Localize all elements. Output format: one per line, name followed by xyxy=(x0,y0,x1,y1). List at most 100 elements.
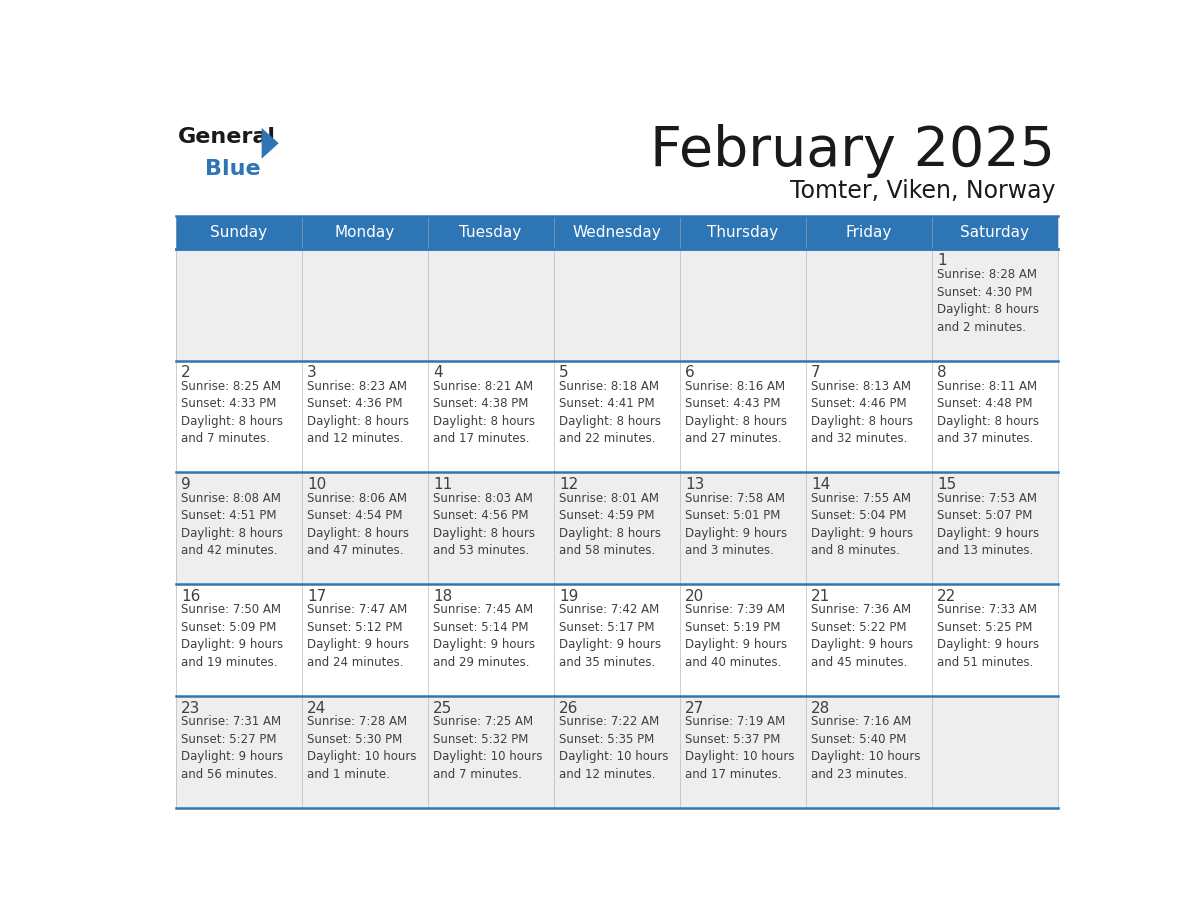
Text: Sunrise: 7:45 AM
Sunset: 5:14 PM
Daylight: 9 hours
and 29 minutes.: Sunrise: 7:45 AM Sunset: 5:14 PM Dayligh… xyxy=(434,603,535,669)
Text: 5: 5 xyxy=(560,365,569,380)
Text: 8: 8 xyxy=(937,365,947,380)
Bar xyxy=(931,584,1057,696)
Text: Sunrise: 8:11 AM
Sunset: 4:48 PM
Daylight: 8 hours
and 37 minutes.: Sunrise: 8:11 AM Sunset: 4:48 PM Dayligh… xyxy=(937,380,1040,445)
Bar xyxy=(805,361,931,473)
Text: Sunrise: 7:53 AM
Sunset: 5:07 PM
Daylight: 9 hours
and 13 minutes.: Sunrise: 7:53 AM Sunset: 5:07 PM Dayligh… xyxy=(937,492,1040,557)
Bar xyxy=(680,249,805,361)
Text: February 2025: February 2025 xyxy=(650,124,1055,178)
Text: 12: 12 xyxy=(560,477,579,492)
Bar xyxy=(680,217,805,249)
Text: Blue: Blue xyxy=(206,160,260,179)
Bar xyxy=(554,217,680,249)
Text: Sunrise: 8:21 AM
Sunset: 4:38 PM
Daylight: 8 hours
and 17 minutes.: Sunrise: 8:21 AM Sunset: 4:38 PM Dayligh… xyxy=(434,380,535,445)
Text: Sunrise: 8:03 AM
Sunset: 4:56 PM
Daylight: 8 hours
and 53 minutes.: Sunrise: 8:03 AM Sunset: 4:56 PM Dayligh… xyxy=(434,492,535,557)
Bar xyxy=(554,584,680,696)
Bar xyxy=(805,584,931,696)
Text: Sunrise: 7:50 AM
Sunset: 5:09 PM
Daylight: 9 hours
and 19 minutes.: Sunrise: 7:50 AM Sunset: 5:09 PM Dayligh… xyxy=(181,603,283,669)
Bar xyxy=(805,249,931,361)
Bar xyxy=(428,584,554,696)
Text: 27: 27 xyxy=(685,700,704,716)
Bar xyxy=(428,217,554,249)
Text: Sunrise: 7:33 AM
Sunset: 5:25 PM
Daylight: 9 hours
and 51 minutes.: Sunrise: 7:33 AM Sunset: 5:25 PM Dayligh… xyxy=(937,603,1040,669)
Bar xyxy=(805,217,931,249)
Text: 9: 9 xyxy=(181,477,191,492)
Bar xyxy=(680,696,805,808)
Text: Sunrise: 7:47 AM
Sunset: 5:12 PM
Daylight: 9 hours
and 24 minutes.: Sunrise: 7:47 AM Sunset: 5:12 PM Dayligh… xyxy=(307,603,409,669)
Bar xyxy=(302,361,428,473)
Text: Tuesday: Tuesday xyxy=(460,225,522,241)
Text: Sunrise: 7:28 AM
Sunset: 5:30 PM
Daylight: 10 hours
and 1 minute.: Sunrise: 7:28 AM Sunset: 5:30 PM Dayligh… xyxy=(307,715,417,780)
Bar xyxy=(931,696,1057,808)
Text: Sunrise: 7:39 AM
Sunset: 5:19 PM
Daylight: 9 hours
and 40 minutes.: Sunrise: 7:39 AM Sunset: 5:19 PM Dayligh… xyxy=(685,603,788,669)
Text: Sunrise: 7:55 AM
Sunset: 5:04 PM
Daylight: 9 hours
and 8 minutes.: Sunrise: 7:55 AM Sunset: 5:04 PM Dayligh… xyxy=(811,492,914,557)
Bar xyxy=(176,249,302,361)
Text: Sunrise: 7:25 AM
Sunset: 5:32 PM
Daylight: 10 hours
and 7 minutes.: Sunrise: 7:25 AM Sunset: 5:32 PM Dayligh… xyxy=(434,715,543,780)
Text: 26: 26 xyxy=(560,700,579,716)
Text: Sunrise: 7:36 AM
Sunset: 5:22 PM
Daylight: 9 hours
and 45 minutes.: Sunrise: 7:36 AM Sunset: 5:22 PM Dayligh… xyxy=(811,603,914,669)
Text: General: General xyxy=(178,127,276,147)
Bar xyxy=(680,584,805,696)
Text: Sunrise: 8:01 AM
Sunset: 4:59 PM
Daylight: 8 hours
and 58 minutes.: Sunrise: 8:01 AM Sunset: 4:59 PM Dayligh… xyxy=(560,492,661,557)
Text: 14: 14 xyxy=(811,477,830,492)
Bar xyxy=(805,473,931,584)
Text: 17: 17 xyxy=(307,588,327,604)
Text: 13: 13 xyxy=(685,477,704,492)
Bar xyxy=(554,696,680,808)
Text: Wednesday: Wednesday xyxy=(573,225,661,241)
Polygon shape xyxy=(261,128,279,159)
Text: Monday: Monday xyxy=(335,225,394,241)
Bar xyxy=(176,584,302,696)
Text: Sunrise: 8:16 AM
Sunset: 4:43 PM
Daylight: 8 hours
and 27 minutes.: Sunrise: 8:16 AM Sunset: 4:43 PM Dayligh… xyxy=(685,380,786,445)
Text: 18: 18 xyxy=(434,588,453,604)
Text: Sunrise: 8:18 AM
Sunset: 4:41 PM
Daylight: 8 hours
and 22 minutes.: Sunrise: 8:18 AM Sunset: 4:41 PM Dayligh… xyxy=(560,380,661,445)
Bar xyxy=(680,361,805,473)
Bar xyxy=(176,217,302,249)
Bar xyxy=(554,249,680,361)
Bar xyxy=(176,361,302,473)
Text: 11: 11 xyxy=(434,477,453,492)
Text: 6: 6 xyxy=(685,365,695,380)
Text: Sunrise: 7:16 AM
Sunset: 5:40 PM
Daylight: 10 hours
and 23 minutes.: Sunrise: 7:16 AM Sunset: 5:40 PM Dayligh… xyxy=(811,715,921,780)
Bar xyxy=(805,696,931,808)
Text: 10: 10 xyxy=(307,477,327,492)
Text: Sunrise: 8:28 AM
Sunset: 4:30 PM
Daylight: 8 hours
and 2 minutes.: Sunrise: 8:28 AM Sunset: 4:30 PM Dayligh… xyxy=(937,268,1040,333)
Text: 19: 19 xyxy=(560,588,579,604)
Bar xyxy=(554,473,680,584)
Text: Sunrise: 7:22 AM
Sunset: 5:35 PM
Daylight: 10 hours
and 12 minutes.: Sunrise: 7:22 AM Sunset: 5:35 PM Dayligh… xyxy=(560,715,669,780)
Text: Sunday: Sunday xyxy=(210,225,267,241)
Bar xyxy=(428,696,554,808)
Text: Sunrise: 7:58 AM
Sunset: 5:01 PM
Daylight: 9 hours
and 3 minutes.: Sunrise: 7:58 AM Sunset: 5:01 PM Dayligh… xyxy=(685,492,788,557)
Text: 15: 15 xyxy=(937,477,956,492)
Bar xyxy=(302,696,428,808)
Bar xyxy=(302,217,428,249)
Bar xyxy=(931,473,1057,584)
Bar xyxy=(428,361,554,473)
Bar xyxy=(302,584,428,696)
Text: Sunrise: 8:25 AM
Sunset: 4:33 PM
Daylight: 8 hours
and 7 minutes.: Sunrise: 8:25 AM Sunset: 4:33 PM Dayligh… xyxy=(181,380,283,445)
Bar xyxy=(302,473,428,584)
Text: 28: 28 xyxy=(811,700,830,716)
Text: 7: 7 xyxy=(811,365,821,380)
Text: Sunrise: 8:23 AM
Sunset: 4:36 PM
Daylight: 8 hours
and 12 minutes.: Sunrise: 8:23 AM Sunset: 4:36 PM Dayligh… xyxy=(307,380,409,445)
Text: Sunrise: 7:42 AM
Sunset: 5:17 PM
Daylight: 9 hours
and 35 minutes.: Sunrise: 7:42 AM Sunset: 5:17 PM Dayligh… xyxy=(560,603,662,669)
Text: Sunrise: 7:19 AM
Sunset: 5:37 PM
Daylight: 10 hours
and 17 minutes.: Sunrise: 7:19 AM Sunset: 5:37 PM Dayligh… xyxy=(685,715,795,780)
Text: 20: 20 xyxy=(685,588,704,604)
Text: 2: 2 xyxy=(181,365,191,380)
Text: Sunrise: 8:08 AM
Sunset: 4:51 PM
Daylight: 8 hours
and 42 minutes.: Sunrise: 8:08 AM Sunset: 4:51 PM Dayligh… xyxy=(181,492,283,557)
Bar xyxy=(302,249,428,361)
Bar xyxy=(931,361,1057,473)
Bar xyxy=(176,696,302,808)
Bar xyxy=(680,473,805,584)
Text: Thursday: Thursday xyxy=(707,225,778,241)
Bar xyxy=(428,249,554,361)
Text: Sunrise: 8:13 AM
Sunset: 4:46 PM
Daylight: 8 hours
and 32 minutes.: Sunrise: 8:13 AM Sunset: 4:46 PM Dayligh… xyxy=(811,380,914,445)
Text: Friday: Friday xyxy=(846,225,892,241)
Text: 25: 25 xyxy=(434,700,453,716)
Text: 23: 23 xyxy=(181,700,201,716)
Text: 16: 16 xyxy=(181,588,201,604)
Text: Sunrise: 8:06 AM
Sunset: 4:54 PM
Daylight: 8 hours
and 47 minutes.: Sunrise: 8:06 AM Sunset: 4:54 PM Dayligh… xyxy=(307,492,409,557)
Bar xyxy=(428,473,554,584)
Text: Saturday: Saturday xyxy=(960,225,1029,241)
Text: 3: 3 xyxy=(307,365,317,380)
Bar xyxy=(931,249,1057,361)
